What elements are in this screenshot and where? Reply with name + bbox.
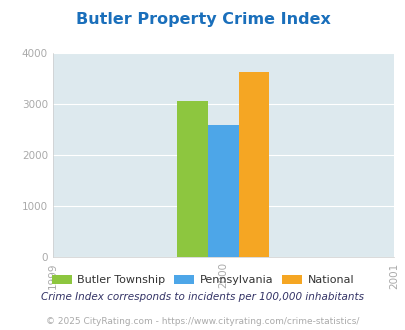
Legend: Butler Township, Pennsylvania, National: Butler Township, Pennsylvania, National <box>48 271 357 289</box>
Text: © 2025 CityRating.com - https://www.cityrating.com/crime-statistics/: © 2025 CityRating.com - https://www.city… <box>46 317 359 326</box>
Text: Butler Property Crime Index: Butler Property Crime Index <box>75 12 330 26</box>
Bar <box>177 101 207 257</box>
Text: Crime Index corresponds to incidents per 100,000 inhabitants: Crime Index corresponds to incidents per… <box>41 292 364 302</box>
Bar <box>207 125 238 257</box>
Bar <box>238 73 269 257</box>
